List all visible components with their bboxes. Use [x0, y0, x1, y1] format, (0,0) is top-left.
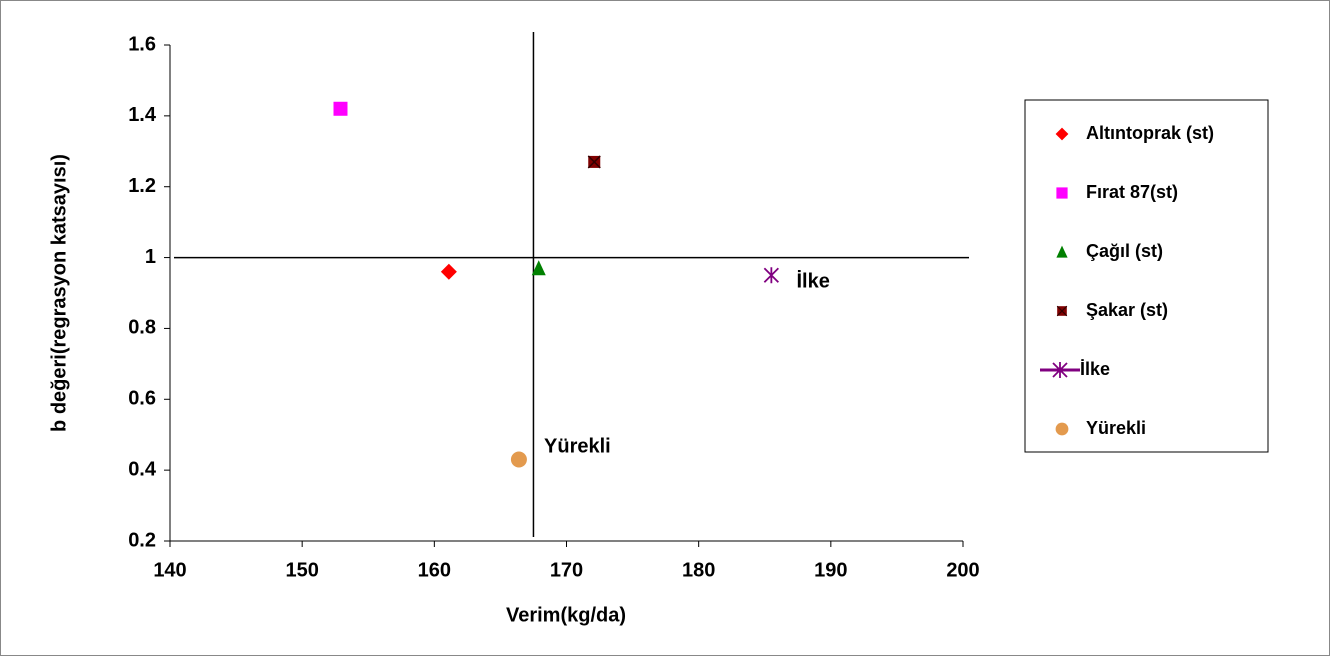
legend-box: [1024, 99, 1269, 453]
y-tick-label: 1.6: [128, 33, 156, 55]
y-tick-label: 0.8: [128, 317, 156, 339]
annotation: İlke: [796, 270, 829, 293]
annotation: Yürekli: [544, 435, 611, 457]
marker-triangle: [1056, 245, 1068, 258]
x-tick-label: 170: [550, 559, 583, 581]
marker-square-x: [587, 155, 601, 169]
y-tick-label: 1.2: [128, 175, 156, 197]
x-tick-label: 140: [153, 559, 186, 581]
x-tick-label: 160: [418, 559, 451, 581]
marker-square: [1056, 187, 1068, 199]
marker-square: [333, 101, 348, 116]
y-tick-label: 1: [145, 246, 156, 268]
marker-cross: [587, 155, 601, 169]
y-tick-label: 1.4: [128, 104, 157, 126]
legend-label: Fırat 87(st): [1086, 182, 1178, 202]
x-tick-label: 150: [285, 559, 318, 581]
marker-asterisk: [1052, 362, 1068, 378]
marker-circle: [1055, 422, 1069, 436]
marker-square-x: [1056, 305, 1068, 317]
y-axis-title: b değeri(regrasyon katsayısı): [48, 154, 70, 432]
marker-circle: [510, 451, 527, 468]
marker-asterisk: [763, 267, 779, 284]
x-tick-label: 180: [682, 559, 715, 581]
x-tick-label: 190: [814, 559, 847, 581]
x-axis-title: Verim(kg/da): [506, 604, 626, 626]
legend-label: Altıntoprak (st): [1086, 123, 1214, 143]
marker-diamond: [440, 263, 457, 280]
y-tick-label: 0.6: [128, 388, 156, 410]
marker-cross: [1056, 305, 1068, 317]
y-tick-label: 0.2: [128, 529, 156, 551]
marker-diamond: [1055, 127, 1069, 141]
legend-label: Çağıl (st): [1086, 241, 1163, 261]
legend-label: Şakar (st): [1086, 300, 1168, 320]
legend-label: İlke: [1080, 359, 1110, 379]
y-tick-label: 0.4: [128, 458, 157, 480]
marker-triangle: [531, 260, 546, 276]
legend-label: Yürekli: [1086, 418, 1146, 438]
x-tick-label: 200: [946, 559, 979, 581]
